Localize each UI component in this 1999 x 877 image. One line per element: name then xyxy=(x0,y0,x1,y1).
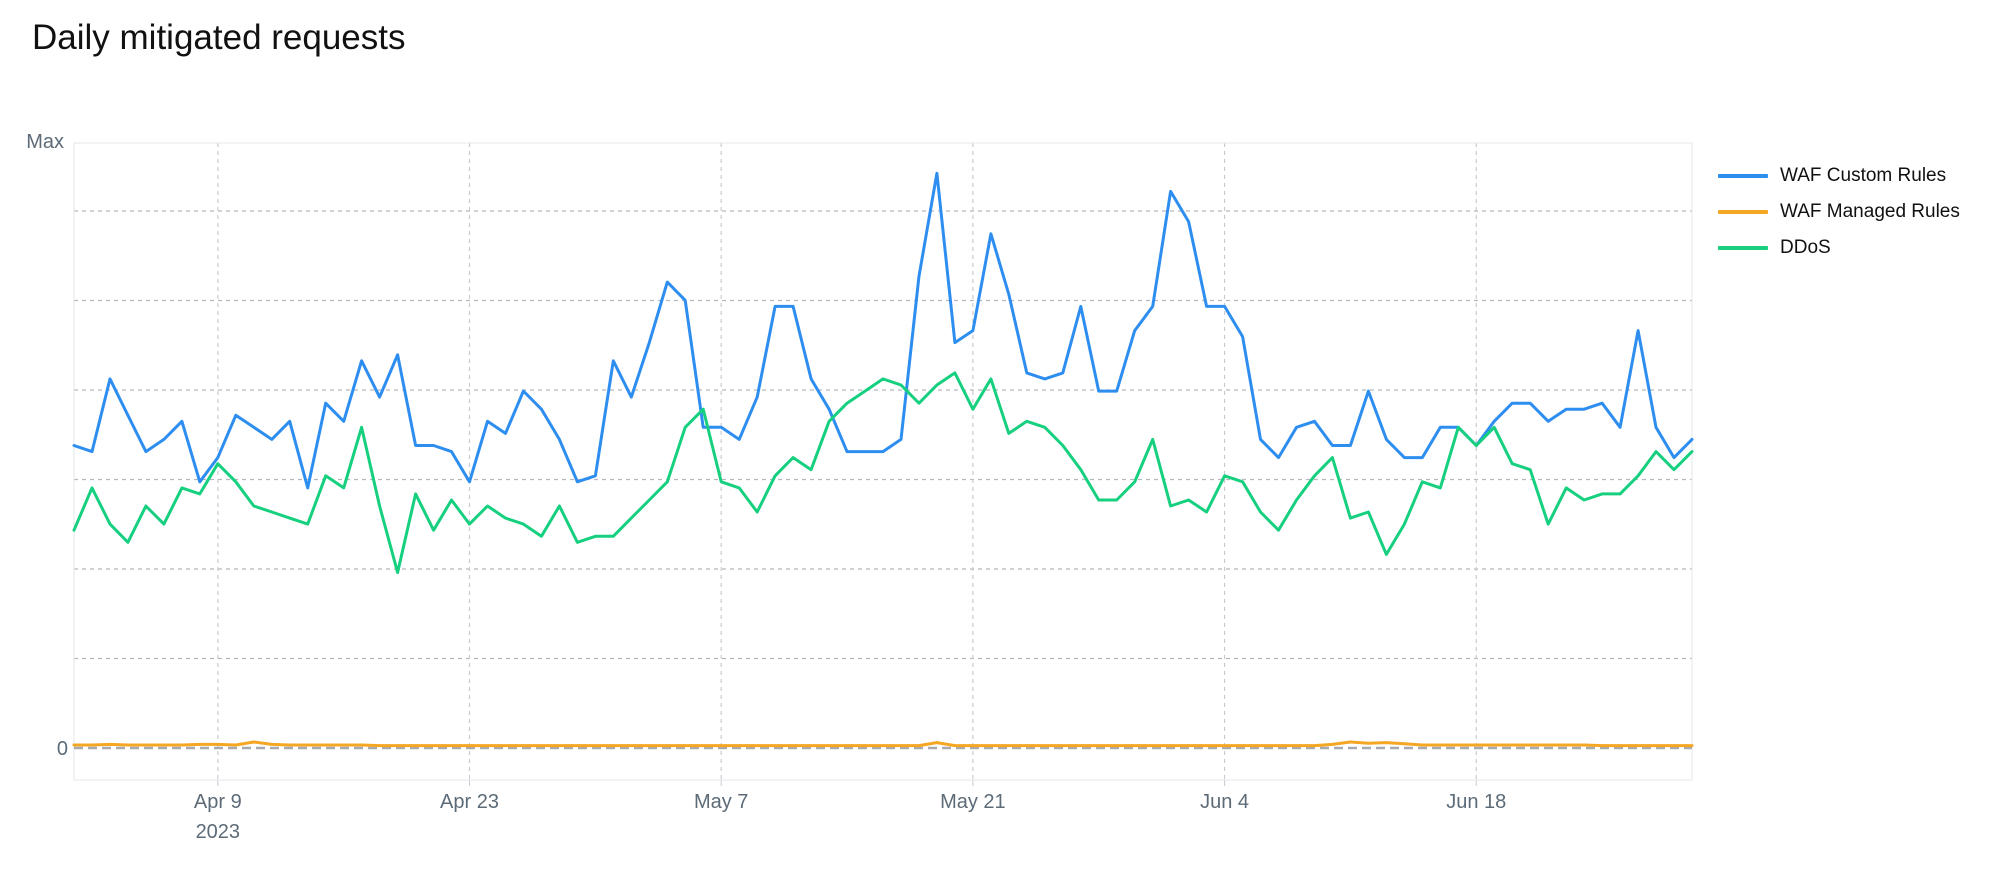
chart-axes xyxy=(73,142,1693,786)
legend-swatch xyxy=(1718,210,1768,214)
x-tick-sublabel: 2023 xyxy=(196,821,241,843)
legend-item-waf-managed-rules[interactable]: WAF Managed Rules xyxy=(1718,194,1960,230)
series-line-ddos xyxy=(72,371,1694,574)
legend-swatch xyxy=(1718,174,1768,178)
series-line-waf-managed-rules xyxy=(72,740,1694,748)
legend-label: DDoS xyxy=(1780,237,1831,258)
chart-title: Daily mitigated requests xyxy=(32,18,406,57)
legend-item-ddos[interactable]: DDoS xyxy=(1718,230,1960,266)
x-tick-label: May 21 xyxy=(940,791,1006,813)
legend-label: WAF Managed Rules xyxy=(1780,201,1960,222)
chart-legend: WAF Custom Rules WAF Managed Rules DDoS xyxy=(1718,158,1960,266)
plot-border xyxy=(73,142,1693,781)
x-tick-label: Apr 9 xyxy=(194,791,242,813)
legend-swatch xyxy=(1718,246,1768,250)
x-tick-label: Jun 18 xyxy=(1446,791,1506,813)
series-line-waf-custom-rules xyxy=(72,171,1694,490)
x-tick-label: Jun 4 xyxy=(1200,791,1249,813)
legend-label: WAF Custom Rules xyxy=(1780,165,1947,186)
grid-lines xyxy=(74,143,1692,780)
axis-ticks: Apr 9 2023 Apr 23 May 7 May 21 Jun 4 Jun 18 0 Ma… xyxy=(26,131,1506,843)
x-tick-label: Apr 23 xyxy=(440,791,499,813)
y-tick-label-zero: 0 xyxy=(57,738,68,760)
y-tick-label-max: Max xyxy=(26,131,64,153)
series-lines xyxy=(72,171,1694,748)
legend-item-waf-custom-rules[interactable]: WAF Custom Rules xyxy=(1718,158,1960,194)
x-tick-label: May 7 xyxy=(694,791,748,813)
